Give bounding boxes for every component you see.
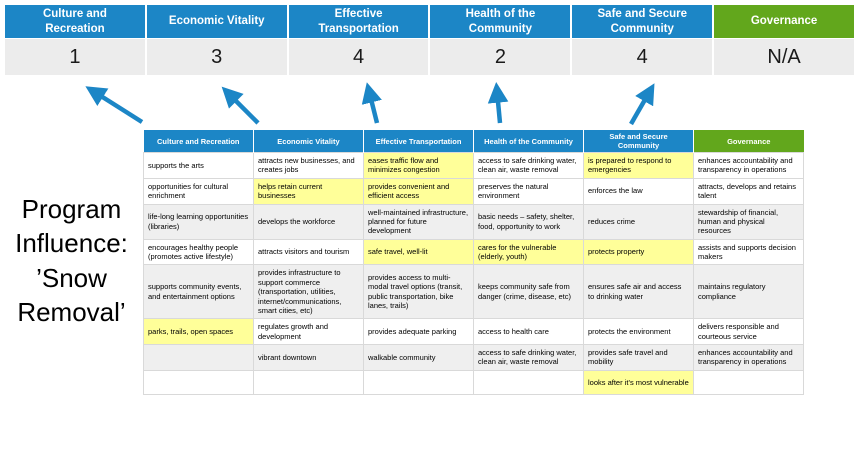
matrix-cell-r0c2: eases traffic flow and minimizes congest… [363,152,474,179]
matrix-cell-r0c4: is prepared to respond to emergencies [583,152,694,179]
matrix-header-2: Effective Transportation [363,130,474,153]
priority-score-3: 2 [430,39,571,75]
priority-score-5: N/A [714,39,854,75]
matrix-cell-r6c0 [143,344,254,371]
matrix-cell-r2c3: basic needs – safety, shelter, food, opp… [473,203,584,240]
matrix-cell-r0c5: enhances accountability and transparency… [693,152,804,179]
matrix-cell-r4c2: provides access to multi-modal travel op… [363,264,474,320]
priority-header-1: Economic Vitality [146,5,287,38]
matrix-cell-r4c0: supports community events, and entertain… [143,264,254,320]
matrix-cell-r6c3: access to safe drinking water, clean air… [473,344,584,371]
matrix-row-3: encourages healthy people (promotes acti… [143,238,804,266]
matrix-row-1: opportunities for cultural enrichment hel… [143,177,804,205]
matrix-cell-r7c4: looks after it’s most vulnerable [583,369,694,395]
matrix-cell-r4c1: provides infrastructure to support comme… [253,264,364,320]
matrix-cell-r3c3: cares for the vulnerable (elderly, youth… [473,238,584,266]
matrix-cell-r0c1: attracts new businesses, and creates job… [253,152,364,179]
matrix-row-0: supports the arts attracts new businesses… [143,152,804,179]
priority-score-2: 4 [288,39,429,75]
matrix-header-5: Governance [693,130,804,153]
matrix-row-5: parks, trails, open spaces regulates grow… [143,318,804,345]
matrix-row-6: vibrant downtown walkable community access… [143,344,804,371]
priority-header-0: Culture and Recreation [5,5,145,38]
matrix-header-1: Economic Vitality [253,130,364,153]
priority-score-1: 3 [146,39,287,75]
matrix-cell-r3c2: safe travel, well-lit [363,238,474,266]
matrix-cell-r7c5 [693,369,804,395]
matrix-cell-r5c0: parks, trails, open spaces [143,318,254,345]
matrix-cell-r2c5: stewardship of financial, human and phys… [693,203,804,240]
matrix-cell-r4c3: keeps community safe from danger (crime,… [473,264,584,320]
matrix-cell-r1c5: attracts, develops and retains talent [693,177,804,205]
arrow-up-icon-safe [629,83,655,126]
matrix-row-2: life-long learning opportunities (librar… [143,203,804,240]
priority-score-0: 1 [5,39,145,75]
arrow-up-icon-economic [221,86,260,125]
matrix-cell-r1c4: enforces the law [583,177,694,205]
matrix-cell-r5c2: provides adequate parking [363,318,474,345]
matrix-cell-r3c5: assists and supports decision makers [693,238,804,266]
matrix-cell-r0c0: supports the arts [143,152,254,179]
matrix-cell-r3c4: protects property [583,238,694,266]
matrix-cell-r0c3: access to safe drinking water, clean air… [473,152,584,179]
matrix-cell-r6c2: walkable community [363,344,474,371]
matrix-cell-r1c1: helps retain current businesses [253,177,364,205]
priority-score-4: 4 [572,39,713,75]
matrix-cell-r2c1: develops the workforce [253,203,364,240]
matrix-cell-r7c3 [473,369,584,395]
matrix-cell-r5c4: protects the environment [583,318,694,345]
matrix-cell-r2c2: well-maintained infrastructure, planned … [363,203,474,240]
matrix-cell-r7c2 [363,369,474,395]
matrix-cell-r5c1: regulates growth and development [253,318,364,345]
matrix-cell-r1c2: provides convenient and efficient access [363,177,474,205]
matrix-cell-r4c4: ensures safe air and access to drinking … [583,264,694,320]
matrix-cell-r4c5: maintains regulatory compliance [693,264,804,320]
matrix-cell-r2c0: life-long learning opportunities (librar… [143,203,254,240]
matrix-cell-r6c4: provides safe travel and mobility [583,344,694,371]
matrix-header-3: Health of the Community [473,130,584,153]
priority-header-2: Effective Transportation [288,5,429,38]
matrix-header-0: Culture and Recreation [143,130,254,153]
matrix-row-7: looks after it’s most vulnerable [143,369,804,395]
matrix-cell-r1c3: preserves the natural environment [473,177,584,205]
matrix-cell-r5c5: delivers responsible and courteous servi… [693,318,804,345]
matrix-cell-r5c3: access to health care [473,318,584,345]
arrow-up-icon-transportation [361,82,382,124]
matrix-cell-r7c0 [143,369,254,395]
score-band: Culture and Recreation Economic Vitality E… [5,5,854,75]
matrix-header-row: Culture and Recreation Economic Vitality E… [143,130,804,153]
priority-header-4: Safe and Secure Community [572,5,713,38]
matrix-header-4: Safe and Secure Community [583,130,694,153]
program-title: Program Influence: ’Snow Removal’ [15,194,128,327]
matrix-cell-r2c4: reduces crime [583,203,694,240]
arrow-up-icon-health [487,82,509,124]
matrix-row-4: supports community events, and entertain… [143,264,804,320]
matrix-cell-r3c1: attracts visitors and tourism [253,238,364,266]
arrow-up-icon-culture [85,86,144,124]
matrix-cell-r3c0: encourages healthy people (promotes acti… [143,238,254,266]
priority-header-3: Health of the Community [430,5,571,38]
priority-header-5: Governance [714,5,854,38]
matrix-cell-r6c1: vibrant downtown [253,344,364,371]
matrix-cell-r7c1 [253,369,364,395]
matrix-cell-r6c5: enhances accountability and transparency… [693,344,804,371]
matrix-cell-r1c0: opportunities for cultural enrichment [143,177,254,205]
influence-matrix: Culture and Recreation Economic Vitality E… [143,130,804,395]
